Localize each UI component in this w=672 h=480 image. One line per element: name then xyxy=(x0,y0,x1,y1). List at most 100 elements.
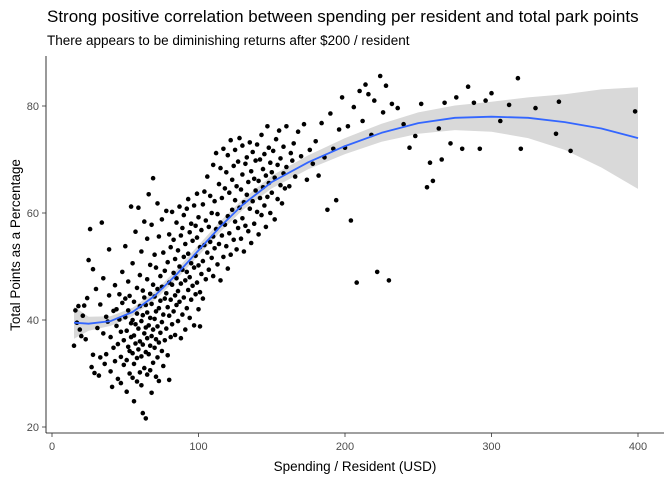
data-point xyxy=(250,198,255,204)
data-point xyxy=(250,149,255,155)
data-point xyxy=(76,303,81,309)
data-point xyxy=(120,300,125,306)
data-point xyxy=(471,100,477,106)
data-point xyxy=(101,276,106,281)
data-point xyxy=(256,232,261,237)
data-point xyxy=(304,177,310,183)
data-point xyxy=(102,361,107,367)
data-point xyxy=(442,100,447,106)
data-point xyxy=(231,237,236,243)
data-point xyxy=(221,254,226,260)
data-point xyxy=(123,296,128,301)
data-point xyxy=(165,353,170,358)
data-point xyxy=(244,192,250,198)
data-point xyxy=(225,266,231,271)
data-point xyxy=(77,327,83,332)
data-point xyxy=(251,221,257,226)
data-point xyxy=(218,165,223,171)
data-point xyxy=(191,203,197,208)
data-point xyxy=(287,184,292,189)
data-point xyxy=(197,289,203,295)
data-point xyxy=(90,266,96,272)
data-point xyxy=(351,104,357,110)
data-point xyxy=(171,237,176,243)
data-point xyxy=(103,351,109,357)
data-point xyxy=(206,267,212,273)
data-point xyxy=(140,410,146,416)
data-point xyxy=(136,347,141,352)
data-point xyxy=(156,378,162,384)
data-point xyxy=(632,109,638,114)
data-point xyxy=(395,105,401,111)
data-point xyxy=(134,285,140,291)
data-point xyxy=(79,333,84,339)
data-point xyxy=(454,95,459,100)
data-point xyxy=(125,279,131,284)
data-point xyxy=(161,312,166,317)
data-point xyxy=(339,95,345,100)
data-point xyxy=(477,146,483,152)
data-point xyxy=(177,204,182,209)
data-point xyxy=(489,90,494,96)
data-point xyxy=(168,244,173,250)
data-point xyxy=(169,322,175,327)
data-point xyxy=(112,358,118,364)
data-point xyxy=(291,141,297,146)
data-point xyxy=(276,128,282,133)
data-point xyxy=(260,166,266,172)
data-point xyxy=(155,286,160,292)
data-point xyxy=(319,120,324,126)
data-point xyxy=(166,377,172,383)
data-point xyxy=(207,239,213,245)
data-point xyxy=(333,197,339,203)
data-point xyxy=(134,355,140,361)
data-point xyxy=(228,252,233,257)
data-point xyxy=(224,170,229,175)
data-point xyxy=(268,160,273,165)
data-point xyxy=(216,241,222,247)
data-point xyxy=(175,318,181,324)
data-point xyxy=(106,293,112,298)
data-point xyxy=(196,307,201,312)
y-tick-label: 80 xyxy=(27,101,39,113)
data-point xyxy=(101,331,106,336)
plot-area xyxy=(71,73,639,421)
data-point xyxy=(515,75,521,81)
data-point xyxy=(180,225,185,231)
data-point xyxy=(183,241,188,247)
data-point xyxy=(194,280,200,285)
data-point xyxy=(316,173,321,178)
data-point xyxy=(357,88,362,94)
trend-line xyxy=(73,115,639,325)
data-point xyxy=(139,383,144,388)
data-point xyxy=(158,298,163,304)
data-point xyxy=(161,363,166,369)
x-tick-label: 100 xyxy=(189,441,207,453)
data-point xyxy=(336,127,342,132)
data-point xyxy=(164,326,169,331)
data-point xyxy=(152,345,157,351)
data-point xyxy=(301,121,307,127)
data-point xyxy=(207,193,213,199)
data-point xyxy=(118,354,124,360)
data-point xyxy=(269,170,275,175)
data-point xyxy=(219,233,225,238)
data-point xyxy=(108,369,113,374)
data-point xyxy=(265,194,270,200)
data-point xyxy=(298,154,304,159)
data-point xyxy=(187,274,192,280)
data-point xyxy=(169,282,175,288)
data-point xyxy=(171,309,176,314)
data-point xyxy=(98,355,103,360)
data-point xyxy=(328,111,333,116)
data-point xyxy=(253,158,258,163)
data-point xyxy=(183,278,188,283)
data-point xyxy=(196,263,201,268)
data-point xyxy=(144,335,150,341)
data-point xyxy=(190,238,195,244)
data-point xyxy=(218,278,223,283)
data-point xyxy=(235,225,241,231)
data-point xyxy=(234,184,239,189)
data-point xyxy=(150,360,156,366)
data-point xyxy=(448,141,453,146)
